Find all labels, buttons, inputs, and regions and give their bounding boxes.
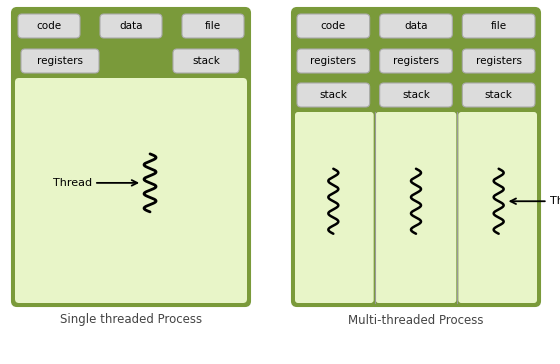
FancyBboxPatch shape (173, 49, 239, 73)
FancyBboxPatch shape (297, 14, 370, 38)
FancyBboxPatch shape (463, 83, 535, 107)
FancyBboxPatch shape (380, 83, 452, 107)
FancyBboxPatch shape (12, 8, 250, 306)
FancyBboxPatch shape (380, 14, 452, 38)
FancyBboxPatch shape (458, 112, 537, 303)
Text: Multi-threaded Process: Multi-threaded Process (348, 313, 484, 327)
Text: Thread: Thread (53, 178, 92, 188)
Text: stack: stack (192, 56, 220, 66)
FancyBboxPatch shape (376, 112, 456, 303)
Text: file: file (205, 21, 221, 31)
Text: registers: registers (393, 56, 439, 66)
Text: stack: stack (319, 90, 347, 100)
Text: registers: registers (475, 56, 522, 66)
FancyBboxPatch shape (297, 83, 370, 107)
Text: registers: registers (37, 56, 83, 66)
Text: data: data (119, 21, 143, 31)
Text: code: code (321, 21, 346, 31)
Text: data: data (404, 21, 428, 31)
FancyBboxPatch shape (292, 8, 540, 306)
FancyBboxPatch shape (463, 49, 535, 73)
FancyBboxPatch shape (21, 49, 99, 73)
FancyBboxPatch shape (100, 14, 162, 38)
Text: code: code (36, 21, 62, 31)
FancyBboxPatch shape (295, 112, 374, 303)
Text: registers: registers (310, 56, 356, 66)
Text: stack: stack (485, 90, 512, 100)
FancyBboxPatch shape (380, 49, 452, 73)
FancyBboxPatch shape (463, 14, 535, 38)
FancyBboxPatch shape (18, 14, 80, 38)
FancyBboxPatch shape (182, 14, 244, 38)
Text: file: file (491, 21, 507, 31)
FancyBboxPatch shape (297, 49, 370, 73)
FancyBboxPatch shape (15, 78, 247, 303)
Text: stack: stack (402, 90, 430, 100)
Text: Thread: Thread (550, 196, 560, 206)
Text: Single threaded Process: Single threaded Process (60, 313, 202, 327)
